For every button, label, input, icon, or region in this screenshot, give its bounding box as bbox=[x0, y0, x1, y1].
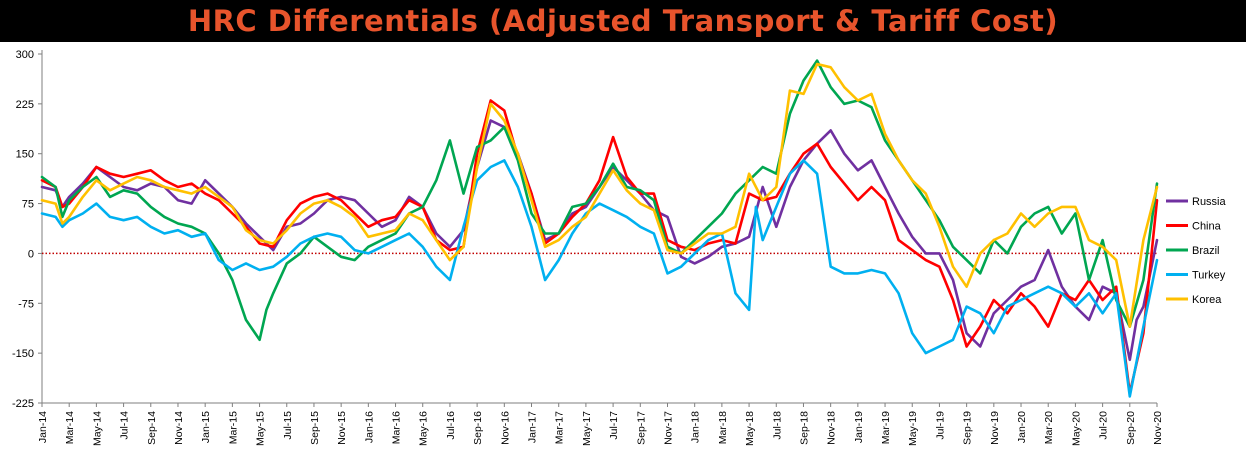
x-tick-label: Nov-16 bbox=[499, 411, 511, 445]
legend-label-russia: Russia bbox=[1192, 196, 1227, 208]
legend-label-korea: Korea bbox=[1192, 294, 1222, 306]
series-line-brazil bbox=[40, 59, 1159, 342]
y-tick-label: 75 bbox=[22, 199, 34, 211]
y-tick-label: 150 bbox=[16, 149, 34, 161]
y-tick-label: -150 bbox=[12, 348, 34, 360]
x-tick-label: Jul-19 bbox=[934, 411, 946, 440]
series-line-turkey bbox=[40, 159, 1159, 398]
legend: Russia China Brazil Turkey Korea bbox=[1166, 196, 1227, 306]
y-tick-label: -75 bbox=[18, 298, 34, 310]
x-tick-label: Nov-20 bbox=[1152, 411, 1164, 445]
x-tick-label: May-18 bbox=[744, 411, 756, 446]
x-tick-label: Jan-14 bbox=[37, 411, 49, 443]
x-tick-label: Sep-18 bbox=[798, 411, 810, 445]
line-chart: -225 -150 -75 0 75 150 225 300 Jan-14 Mar-14 May-… bbox=[12, 49, 1227, 446]
x-tick-label: Jan-15 bbox=[200, 411, 212, 443]
x-tick-label: Jul-16 bbox=[445, 411, 457, 440]
x-tick-label: Nov-14 bbox=[173, 411, 185, 445]
x-tick-label: Nov-19 bbox=[989, 411, 1001, 445]
x-tick-label: Mar-20 bbox=[1043, 411, 1055, 444]
x-tick-label: Jul-18 bbox=[771, 411, 783, 440]
x-tick-label: Sep-16 bbox=[472, 411, 484, 445]
x-tick-label: Jan-18 bbox=[690, 411, 702, 443]
x-tick-label: Nov-18 bbox=[826, 411, 838, 445]
x-tick-label: May-20 bbox=[1070, 411, 1082, 446]
x-tick-label: Nov-17 bbox=[662, 411, 674, 445]
x-tick-label: Jul-14 bbox=[119, 411, 131, 440]
x-tick-label: May-17 bbox=[581, 411, 593, 446]
y-tick-label: 300 bbox=[16, 49, 34, 61]
x-tick-label: Sep-15 bbox=[309, 411, 321, 445]
x-tick-label: May-14 bbox=[91, 411, 103, 446]
x-tick-label: Jan-16 bbox=[363, 411, 375, 443]
y-tick-label: -225 bbox=[12, 398, 34, 410]
x-tick-label: May-15 bbox=[255, 411, 267, 446]
x-tick-label: Jan-20 bbox=[1016, 411, 1028, 443]
x-tick-label: Mar-16 bbox=[391, 411, 403, 444]
chart-title: HRC Differentials (Adjusted Transport & … bbox=[187, 4, 1059, 38]
y-tick-label: 0 bbox=[28, 248, 34, 260]
x-tick-label: Sep-14 bbox=[146, 411, 158, 445]
x-tick-label: May-16 bbox=[418, 411, 430, 446]
x-tick-label: Mar-19 bbox=[880, 411, 892, 444]
x-tick-label: Jul-15 bbox=[282, 411, 294, 440]
series-line-korea bbox=[40, 62, 1159, 328]
y-axis: -225 -150 -75 0 75 150 225 300 bbox=[12, 49, 42, 410]
chart-frame: -225 -150 -75 0 75 150 225 300 Jan-14 Mar-14 May-… bbox=[0, 42, 1246, 461]
x-tick-label: May-19 bbox=[907, 411, 919, 446]
legend-label-brazil: Brazil bbox=[1192, 245, 1220, 257]
title-bar: HRC Differentials (Adjusted Transport & … bbox=[0, 0, 1246, 42]
x-tick-label: Sep-19 bbox=[962, 411, 974, 445]
x-tick-label: Nov-15 bbox=[336, 411, 348, 445]
series-lines bbox=[40, 59, 1159, 398]
legend-label-turkey: Turkey bbox=[1192, 270, 1226, 282]
x-axis: Jan-14 Mar-14 May-14 Jul-14 Sep-14 Nov-14 Jan-… bbox=[37, 403, 1164, 446]
x-tick-label: Jan-17 bbox=[527, 411, 539, 443]
legend-label-china: China bbox=[1192, 221, 1222, 233]
x-tick-label: Jan-19 bbox=[853, 411, 865, 443]
x-tick-label: Mar-15 bbox=[227, 411, 239, 444]
x-tick-label: Mar-14 bbox=[64, 411, 76, 444]
x-tick-label: Sep-20 bbox=[1125, 411, 1137, 445]
x-tick-label: Sep-17 bbox=[635, 411, 647, 445]
y-tick-label: 225 bbox=[16, 99, 34, 111]
x-tick-label: Mar-17 bbox=[554, 411, 566, 444]
x-tick-label: Mar-18 bbox=[717, 411, 729, 444]
x-tick-label: Jul-20 bbox=[1098, 411, 1110, 440]
x-tick-label: Jul-17 bbox=[608, 411, 620, 440]
series-line-china bbox=[40, 99, 1159, 395]
